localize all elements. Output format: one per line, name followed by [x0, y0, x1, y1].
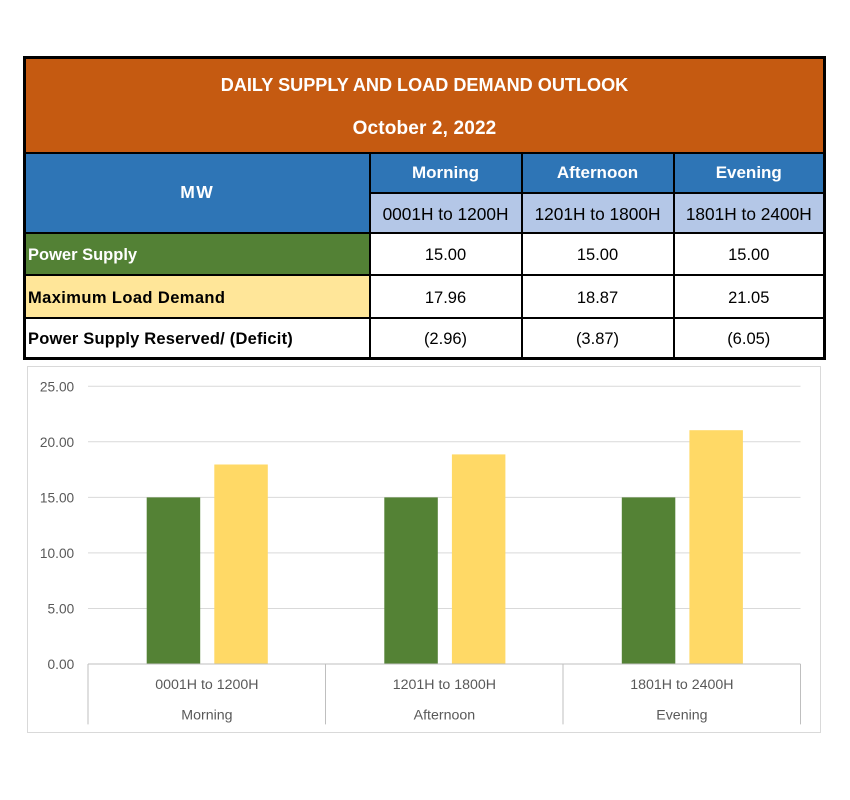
svg-text:Evening: Evening: [656, 707, 707, 723]
svg-text:Afternoon: Afternoon: [414, 707, 476, 723]
svg-text:5.00: 5.00: [48, 602, 75, 617]
svg-text:20.00: 20.00: [40, 435, 75, 450]
svg-text:1801H to 2400H: 1801H to 2400H: [630, 677, 733, 693]
svg-text:0001H to 1200H: 0001H to 1200H: [155, 677, 258, 693]
svg-text:Morning: Morning: [181, 707, 232, 723]
svg-text:25.00: 25.00: [40, 380, 75, 395]
svg-text:10.00: 10.00: [40, 546, 75, 561]
svg-text:0.00: 0.00: [48, 657, 75, 672]
svg-text:1201H to 1800H: 1201H to 1800H: [393, 677, 496, 693]
svg-text:15.00: 15.00: [40, 491, 75, 506]
